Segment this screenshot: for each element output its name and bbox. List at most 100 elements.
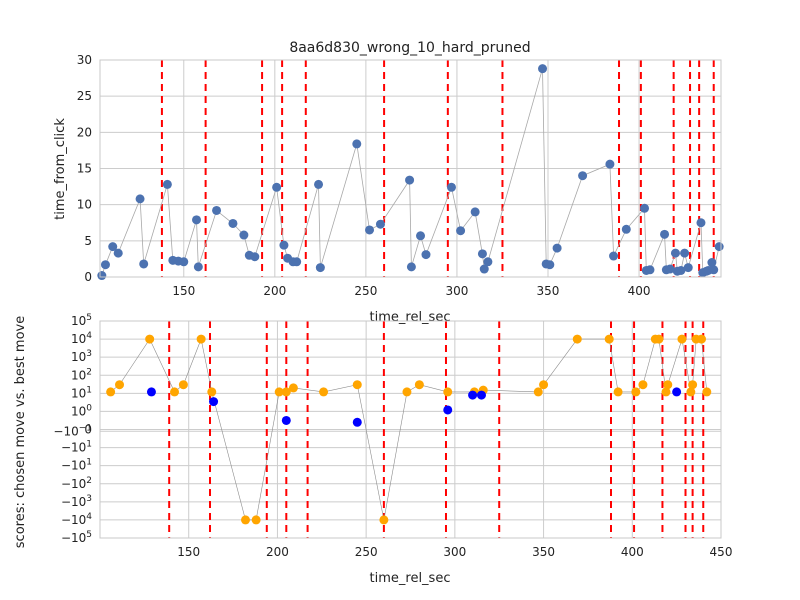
top-x-tick-labels: 150 200 250 300 350 400 xyxy=(172,284,650,298)
data-point xyxy=(476,390,486,400)
x-tick-label: 400 xyxy=(628,284,651,298)
data-point xyxy=(479,264,489,274)
data-point xyxy=(100,260,110,270)
top-plot-frame xyxy=(99,59,722,278)
y-tick-label: −104 xyxy=(61,512,92,527)
data-point xyxy=(613,387,623,397)
data-point xyxy=(663,380,673,390)
data-point xyxy=(443,387,453,397)
bottom-x-tick-labels: 150 200 250 300 350 400 450 xyxy=(177,545,732,559)
x-tick-label: 300 xyxy=(445,284,468,298)
data-point xyxy=(468,390,478,400)
data-point xyxy=(365,225,375,235)
x-tick-label: 300 xyxy=(443,545,466,559)
y-tick-label: −101 xyxy=(61,440,92,455)
data-point xyxy=(178,380,188,390)
y-tick-label: 104 xyxy=(71,331,92,346)
y-tick-label: 10 xyxy=(77,198,92,212)
data-point xyxy=(477,249,487,259)
data-point xyxy=(621,224,631,234)
data-point xyxy=(106,387,116,397)
y-tick-label: −105 xyxy=(61,530,92,545)
data-point xyxy=(578,171,588,181)
top-event-lines xyxy=(160,60,715,277)
y-tick-label: 100 xyxy=(71,403,92,418)
data-point xyxy=(170,387,180,397)
data-point xyxy=(115,380,125,390)
top-y-axis-label: time_from_click xyxy=(53,118,68,220)
y-tick-label: −102 xyxy=(61,476,92,491)
data-point xyxy=(272,182,282,192)
data-point xyxy=(640,203,650,213)
data-point xyxy=(676,265,686,275)
bottom-x-axis-label: time_rel_sec xyxy=(370,571,451,586)
data-point xyxy=(319,387,329,397)
data-point xyxy=(645,265,655,275)
data-point xyxy=(251,515,261,525)
top-y-tick-labels: 0 5 10 15 20 25 30 xyxy=(77,53,92,284)
data-point xyxy=(533,387,543,397)
data-point xyxy=(406,262,416,272)
data-point xyxy=(470,207,480,217)
top-x-axis-label: time_rel_sec xyxy=(370,310,451,325)
y-tick-label: 20 xyxy=(77,125,92,139)
data-point xyxy=(631,387,641,397)
y-tick-label: 5 xyxy=(84,234,92,248)
data-point xyxy=(315,263,325,273)
data-point xyxy=(352,417,362,427)
x-tick-label: 350 xyxy=(532,545,555,559)
data-point xyxy=(279,240,289,250)
y-tick-label: 102 xyxy=(71,367,92,382)
data-point xyxy=(443,405,453,415)
y-tick-label: 105 xyxy=(71,313,92,328)
data-point xyxy=(688,380,698,390)
y-tick-label: 0 xyxy=(84,423,92,437)
data-point xyxy=(179,257,189,267)
x-tick-label: 450 xyxy=(710,545,733,559)
data-point xyxy=(352,139,362,149)
data-point xyxy=(193,262,203,272)
data-point xyxy=(416,231,426,241)
data-point xyxy=(405,175,415,185)
bottom-y-tick-labels: 105 104 103 102 101 100 0−10−1 −101 −101 −102 −103… xyxy=(53,313,92,545)
data-point xyxy=(239,230,249,240)
y-tick-label: 101 xyxy=(71,385,92,400)
data-point xyxy=(604,334,614,344)
data-point xyxy=(545,260,555,270)
data-point xyxy=(379,515,389,525)
data-point xyxy=(609,251,619,261)
data-point xyxy=(483,257,493,267)
data-point xyxy=(707,258,717,268)
data-point xyxy=(274,387,284,397)
top-data-points xyxy=(97,64,724,281)
data-point xyxy=(680,248,690,258)
data-point xyxy=(162,179,172,189)
y-tick-label: 25 xyxy=(77,89,92,103)
data-point xyxy=(314,179,324,189)
x-tick-label: 150 xyxy=(177,545,200,559)
x-tick-label: 250 xyxy=(354,284,377,298)
x-tick-label: 350 xyxy=(537,284,560,298)
y-tick-label: 30 xyxy=(77,53,92,67)
bottom-plot-frame xyxy=(99,320,722,539)
data-point xyxy=(281,415,291,425)
data-point xyxy=(654,334,664,344)
data-point xyxy=(672,387,682,397)
data-point xyxy=(97,271,107,281)
data-point xyxy=(240,515,250,525)
data-point xyxy=(539,380,549,390)
data-point xyxy=(209,397,219,407)
bottom-chart: 150 200 250 300 350 400 450 105 104 103 102 101 100… xyxy=(13,313,732,586)
data-point xyxy=(402,387,412,397)
data-point xyxy=(538,64,548,74)
data-point xyxy=(446,182,456,192)
chart-title: 8aa6d830_wrong_10_hard_pruned xyxy=(289,40,530,56)
data-point xyxy=(638,380,648,390)
y-tick-label: 15 xyxy=(77,162,92,176)
data-point xyxy=(660,229,670,239)
data-point xyxy=(196,334,206,344)
data-point xyxy=(139,259,149,269)
data-point xyxy=(146,387,156,397)
